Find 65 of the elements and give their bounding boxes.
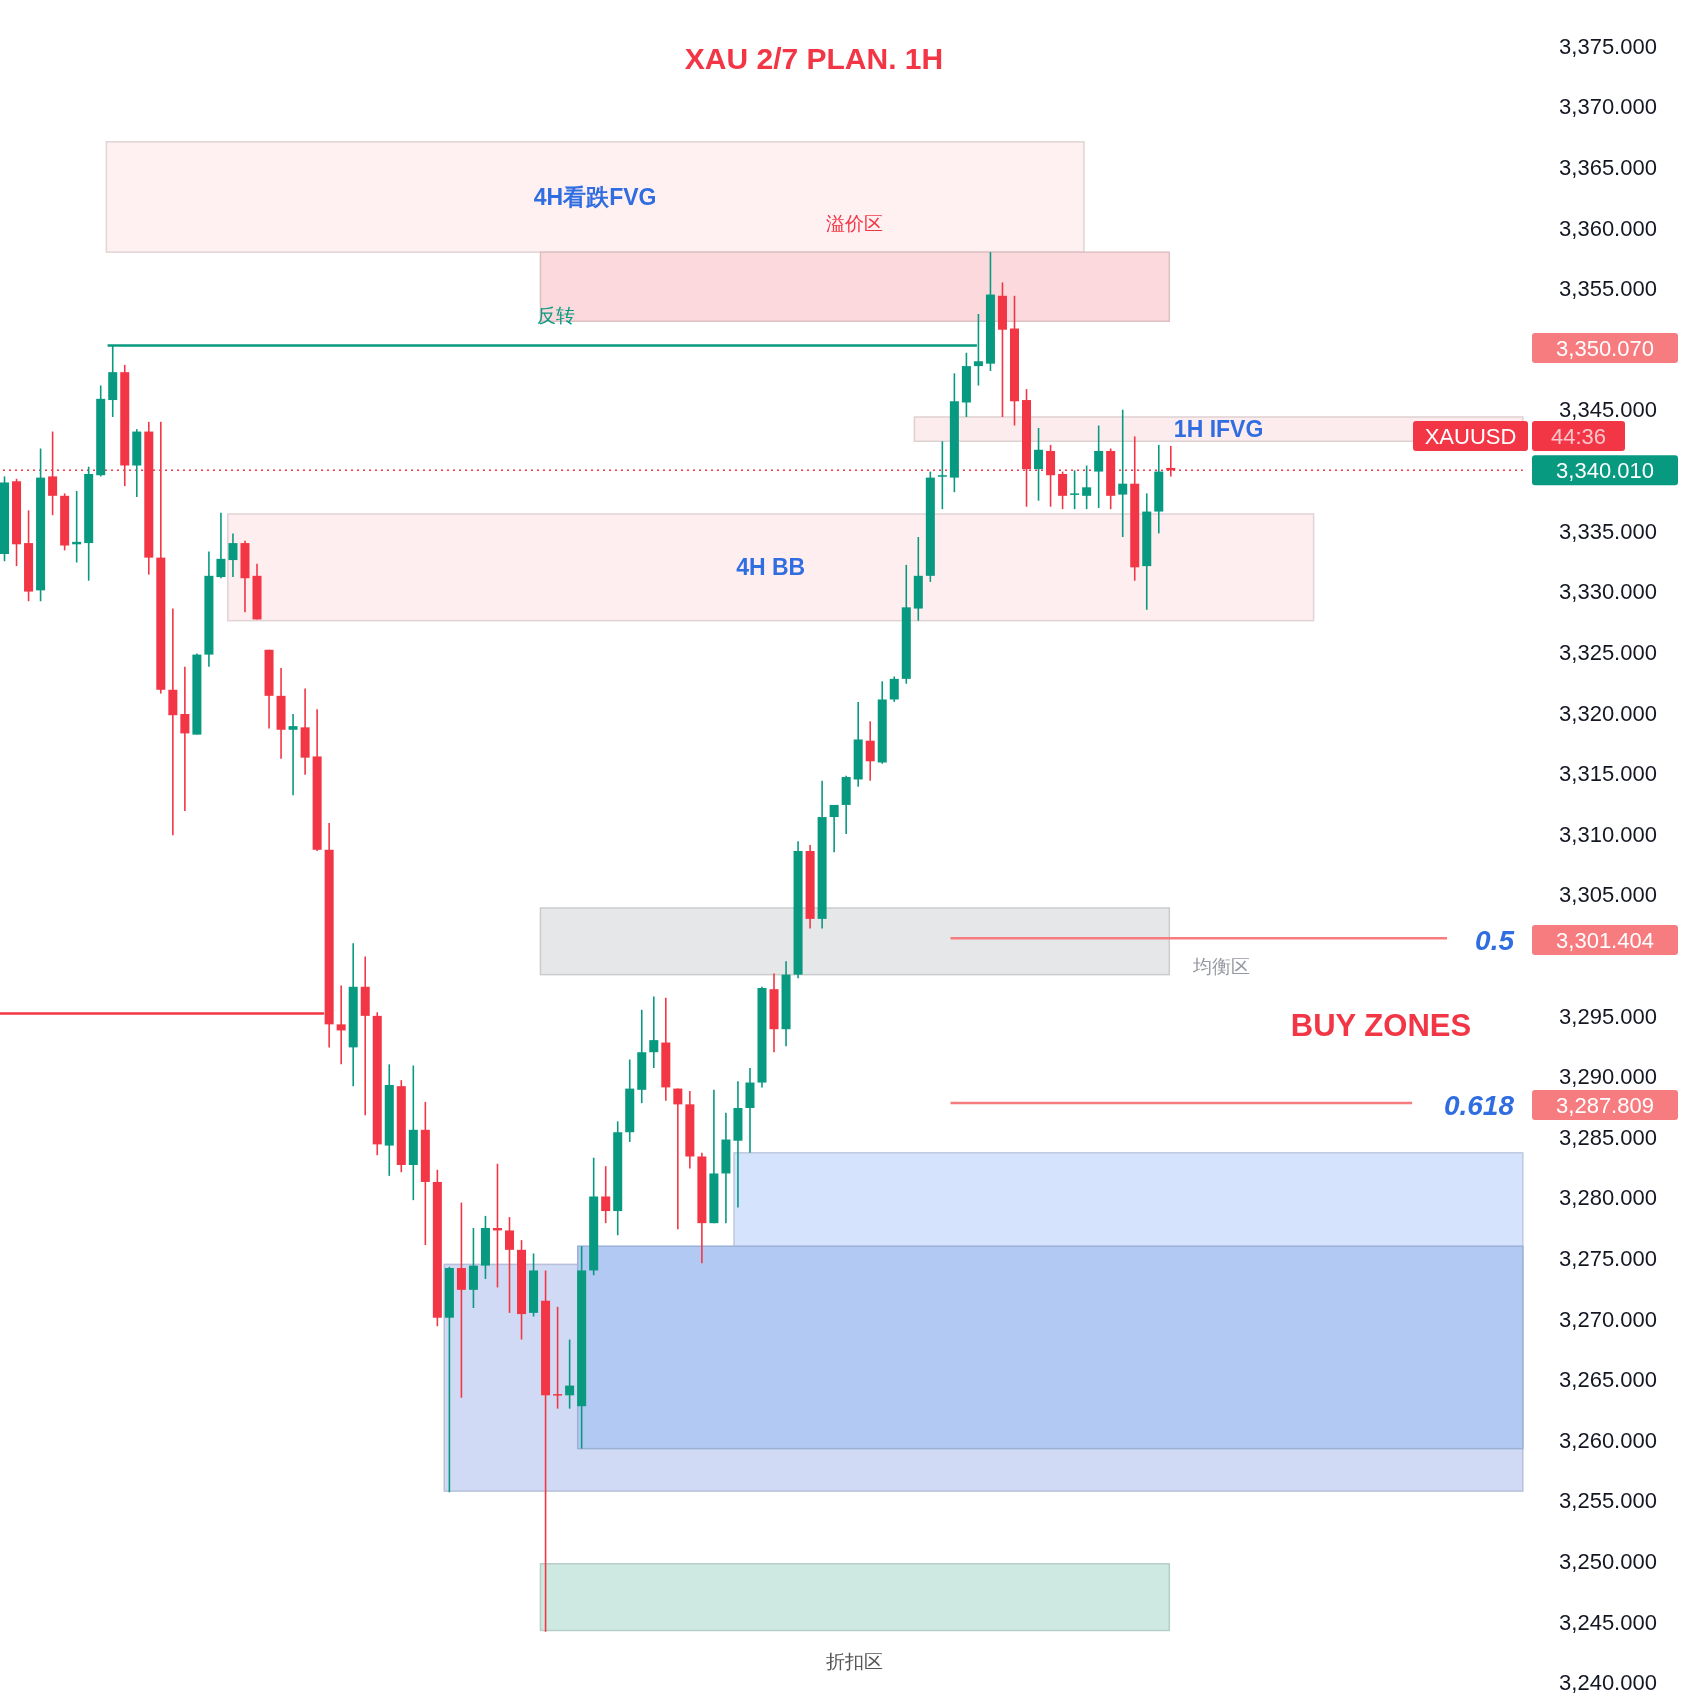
annotation: XAUUSD [1424,423,1517,449]
y-tick-label: 3,360.000 [1559,215,1657,241]
y-tick-label: 3,270.000 [1559,1306,1657,1332]
y-tick-label: 3,335.000 [1559,518,1657,544]
candlestick [889,675,899,703]
candlestick [216,511,226,580]
y-tick-label: 3,285.000 [1559,1124,1657,1150]
ref-line-label: 3,340.010 [1556,458,1654,484]
y-tick-label: 3,365.000 [1559,154,1657,180]
y-tick-label: 3,290.000 [1559,1064,1657,1090]
candlestick [1094,424,1104,509]
y-tick-label: 3,255.000 [1559,1488,1657,1514]
y-tick-label: 3,305.000 [1559,882,1657,908]
y-tick-label: 3,280.000 [1559,1185,1657,1211]
y-tick-label: 3,355.000 [1559,276,1657,302]
text: 44:36 [1550,423,1607,449]
candlestick [180,665,190,812]
candlestick [673,1087,683,1231]
candlestick [505,1216,515,1314]
band-label: 均衡区 [1192,955,1251,977]
band-label: 溢价区 [826,213,884,235]
y-tick-label: 3,310.000 [1559,821,1657,847]
candlestick [1070,469,1080,510]
y-tick-label: 3,315.000 [1559,761,1657,787]
candlestick [865,720,875,782]
candlestick [1034,427,1044,502]
candlestick [553,1306,563,1410]
annotation: BUY ZONES [1290,1007,1472,1043]
y-tick-label: 3,265.000 [1559,1367,1657,1393]
y-tick-label: 3,345.000 [1559,397,1657,423]
annotation: 0.618 [1443,1089,1515,1121]
candlestick [649,995,659,1069]
candlestick [228,532,238,578]
candlestick [565,1338,575,1410]
text: 3,350.070 [1556,335,1654,361]
candlestick [829,804,839,854]
candlestick [336,984,346,1066]
candlestick [1118,408,1128,538]
candlestick [1058,470,1068,510]
y-tick-label: 3,260.000 [1559,1427,1657,1453]
y-tick-label: 3,370.000 [1559,94,1657,120]
annotation: 反转 [537,304,575,326]
candlestick [456,1201,466,1399]
y-tick-label: 3,250.000 [1559,1549,1657,1575]
y-tick-label: 3,295.000 [1559,1003,1657,1029]
band-label: 4H BB [736,554,806,581]
band-label: 1H IFVG [1173,416,1264,443]
candlestick [288,713,298,797]
y-tick-label: 3,375.000 [1559,33,1657,59]
y-tick-label: 3,330.000 [1559,579,1657,605]
candlestick [1082,464,1092,510]
y-tick-label: 3,320.000 [1559,700,1657,726]
y-tick-label: 3,245.000 [1559,1609,1657,1635]
candlestick [601,1165,611,1224]
candlestick [937,440,947,510]
text: 3,287.809 [1556,1092,1654,1118]
y-tick-label: 3,275.000 [1559,1246,1657,1272]
band-label: 折扣区 [826,1651,884,1673]
candlestick [168,607,178,837]
band-label: 4H看跌FVG [533,184,657,211]
y-tick-label: 3,240.000 [1559,1670,1657,1696]
annotation: 0.5 [1475,924,1515,956]
text: 3,301.404 [1556,927,1654,953]
text: XAU 2/7 PLAN. 1H [684,41,944,75]
y-tick-label: 3,325.000 [1559,639,1657,665]
